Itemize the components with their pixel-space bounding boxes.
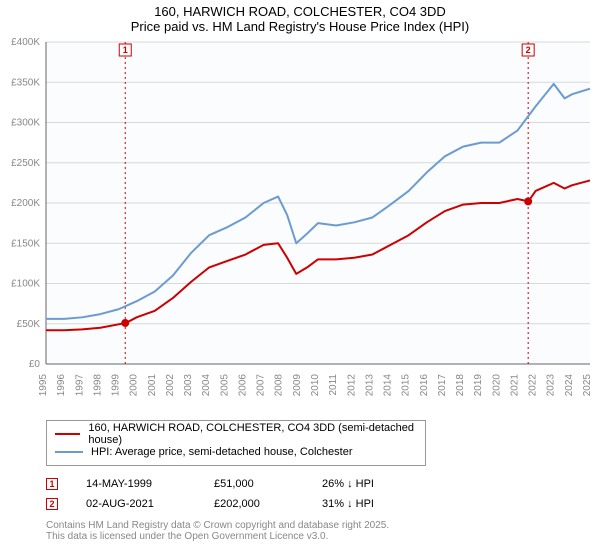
svg-text:1998: 1998 xyxy=(92,374,103,397)
svg-text:2006: 2006 xyxy=(237,374,248,397)
legend: 160, HARWICH ROAD, COLCHESTER, CO4 3DD (… xyxy=(46,420,426,466)
legend-swatch xyxy=(55,433,80,435)
svg-text:2014: 2014 xyxy=(383,374,394,397)
sale-date: 02-AUG-2021 xyxy=(86,498,186,510)
svg-text:1996: 1996 xyxy=(56,374,67,397)
svg-text:2012: 2012 xyxy=(346,374,357,397)
svg-text:1995: 1995 xyxy=(38,374,49,397)
line-chart: £0 £50K £100K £150K £200K £250K £300K £350K £400… xyxy=(0,34,600,414)
svg-text:2013: 2013 xyxy=(364,374,375,397)
svg-text:2025: 2025 xyxy=(582,374,593,397)
svg-text:£200K: £200K xyxy=(11,198,40,209)
svg-text:£100K: £100K xyxy=(11,279,40,290)
svg-text:2015: 2015 xyxy=(401,374,412,397)
legend-row: 160, HARWICH ROAD, COLCHESTER, CO4 3DD (… xyxy=(55,425,417,443)
footer-line: Contains HM Land Registry data © Crown c… xyxy=(46,520,600,531)
svg-text:2002: 2002 xyxy=(165,374,176,397)
svg-text:2005: 2005 xyxy=(219,374,230,397)
svg-text:2023: 2023 xyxy=(546,374,557,397)
sale-marker-box: 1 xyxy=(46,478,58,490)
svg-text:2021: 2021 xyxy=(509,374,520,397)
sales-table: 1 14-MAY-1999 £51,000 26% ↓ HPI 2 02-AUG… xyxy=(46,474,600,514)
svg-text:£400K: £400K xyxy=(11,37,40,48)
sale-date: 14-MAY-1999 xyxy=(86,478,186,490)
sale-price: £51,000 xyxy=(214,478,294,490)
svg-text:2009: 2009 xyxy=(292,374,303,397)
svg-text:2019: 2019 xyxy=(473,374,484,397)
sale-delta: 31% ↓ HPI xyxy=(322,498,422,510)
svg-text:£0: £0 xyxy=(29,359,41,370)
chart-title-block: 160, HARWICH ROAD, COLCHESTER, CO4 3DD P… xyxy=(0,0,600,34)
svg-text:2004: 2004 xyxy=(201,374,212,397)
title-line-1: 160, HARWICH ROAD, COLCHESTER, CO4 3DD xyxy=(0,4,600,19)
svg-text:2024: 2024 xyxy=(564,374,575,397)
svg-text:2016: 2016 xyxy=(419,374,430,397)
svg-text:1997: 1997 xyxy=(74,374,85,397)
svg-text:1999: 1999 xyxy=(111,374,122,397)
svg-text:2003: 2003 xyxy=(183,374,194,397)
legend-label: HPI: Average price, semi-detached house,… xyxy=(91,446,353,458)
sale-row: 1 14-MAY-1999 £51,000 26% ↓ HPI xyxy=(46,474,600,494)
sale-row: 2 02-AUG-2021 £202,000 31% ↓ HPI xyxy=(46,494,600,514)
sale-delta: 26% ↓ HPI xyxy=(322,478,422,490)
svg-text:£150K: £150K xyxy=(11,238,40,249)
sale-price: £202,000 xyxy=(214,498,294,510)
legend-swatch xyxy=(55,451,83,453)
svg-text:2010: 2010 xyxy=(310,374,321,397)
sale-marker-box: 2 xyxy=(46,498,58,510)
svg-text:2007: 2007 xyxy=(256,374,267,397)
title-line-2: Price paid vs. HM Land Registry's House … xyxy=(0,19,600,34)
svg-text:£300K: £300K xyxy=(11,118,40,129)
svg-text:2017: 2017 xyxy=(437,374,448,397)
svg-text:£250K: £250K xyxy=(11,158,40,169)
footer-line: This data is licensed under the Open Gov… xyxy=(46,531,600,542)
svg-text:2000: 2000 xyxy=(129,374,140,397)
svg-text:2011: 2011 xyxy=(328,374,339,396)
footer-attribution: Contains HM Land Registry data © Crown c… xyxy=(46,520,600,542)
chart-area: £0 £50K £100K £150K £200K £250K £300K £350K £400… xyxy=(0,34,600,414)
svg-text:2008: 2008 xyxy=(274,374,285,397)
svg-text:£50K: £50K xyxy=(17,319,41,330)
svg-text:2001: 2001 xyxy=(147,374,158,397)
svg-text:1: 1 xyxy=(123,45,128,55)
legend-label: 160, HARWICH ROAD, COLCHESTER, CO4 3DD (… xyxy=(88,422,417,446)
svg-text:2020: 2020 xyxy=(491,374,502,397)
svg-text:£350K: £350K xyxy=(11,77,40,88)
svg-text:2022: 2022 xyxy=(528,374,539,397)
svg-text:2018: 2018 xyxy=(455,374,466,397)
svg-text:2: 2 xyxy=(526,45,531,55)
